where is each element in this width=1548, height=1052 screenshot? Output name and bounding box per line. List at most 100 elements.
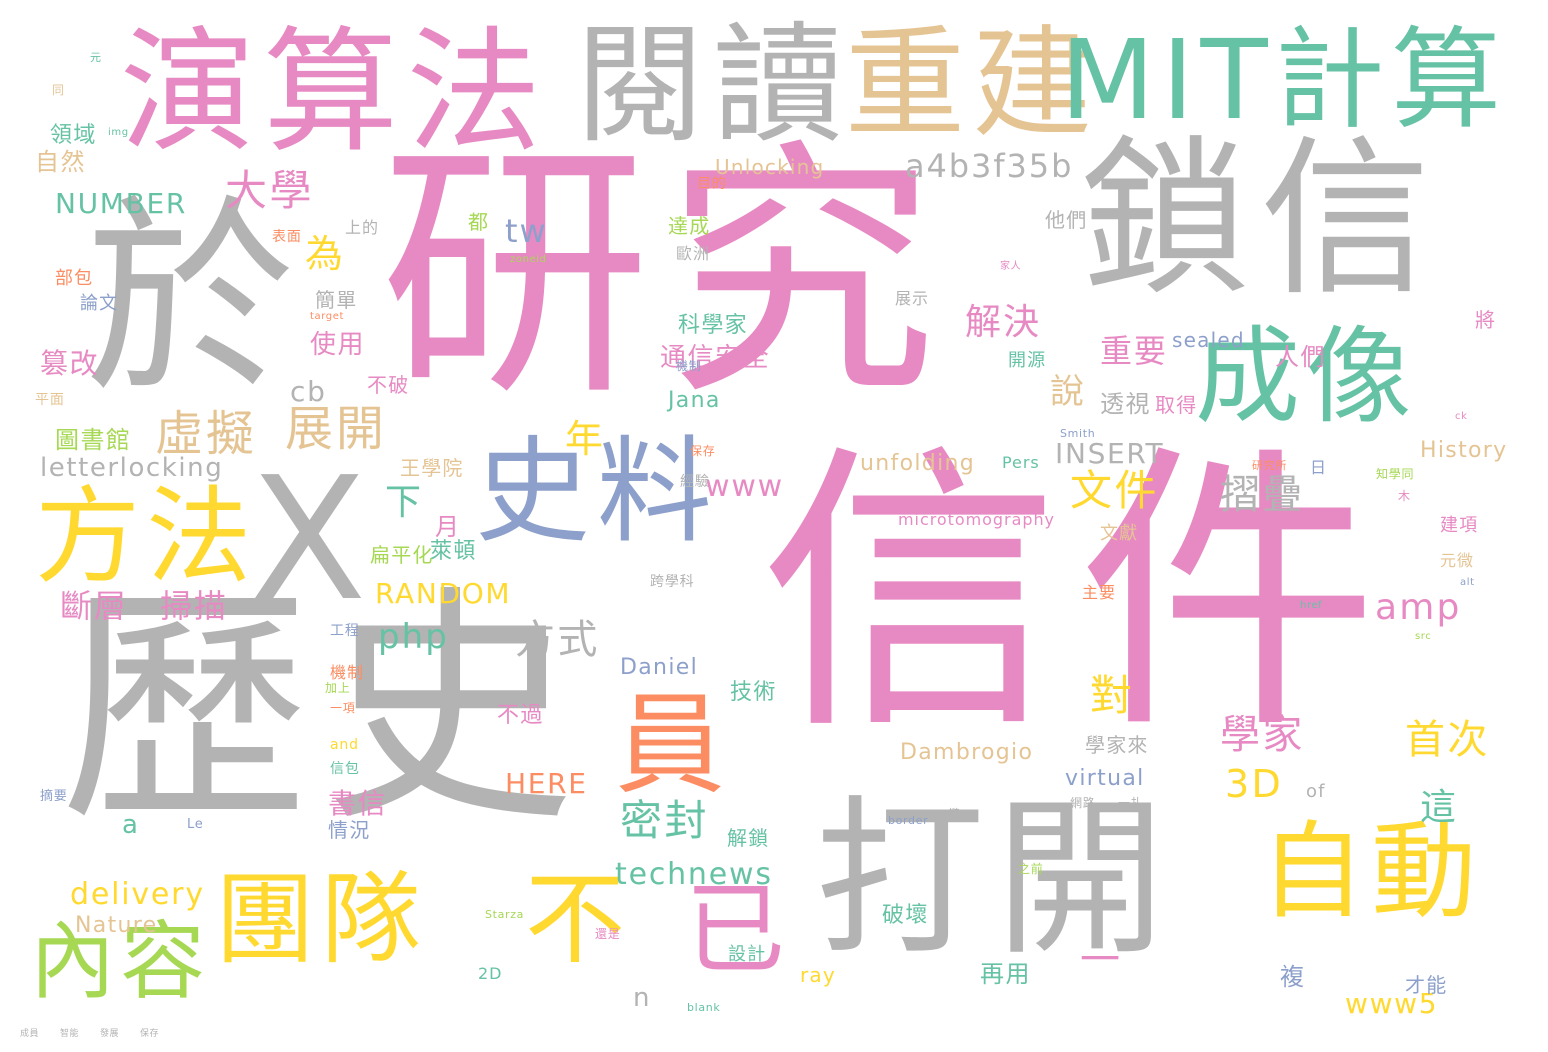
cloud-word-ray: ray (800, 963, 836, 987)
cloud-word-starza: Starza (485, 908, 525, 921)
cloud-word-smith: Smith (1060, 427, 1096, 440)
cloud-word-37: 解決 (965, 302, 1042, 343)
cloud-word-www5: www5 (1345, 987, 1439, 1020)
cloud-word-88: 複 (1280, 963, 1306, 991)
cloud-word-24: 展開 (285, 401, 387, 457)
cloud-word-tw: tw (505, 212, 548, 250)
cloud-word-132: 論文 (80, 293, 119, 314)
cloud-word-76: 科學家 (678, 313, 748, 338)
cloud-word-15: 自動 (1260, 811, 1483, 933)
cloud-word-114: 將 (1475, 308, 1497, 332)
cloud-word-116: 目的 (697, 176, 727, 192)
cloud-word-17: 不 (525, 861, 631, 978)
cloud-word-0: 信件 (760, 420, 1396, 769)
cloud-word-111: 開源 (1008, 350, 1047, 371)
cloud-word-42: 篡改 (40, 347, 100, 380)
cloud-word-140: 一項 (330, 701, 356, 715)
cloud-word-43: 圖書館 (55, 426, 132, 454)
cloud-word-147: 之前 (1018, 862, 1044, 876)
cloud-word-16: 團隊 (215, 861, 427, 978)
cloud-word-52: 對 (1090, 671, 1135, 720)
cloud-word-75: 扁平化 (370, 543, 434, 567)
cloud-word-78: 簡單 (315, 288, 358, 312)
cloud-word-80: 技術 (730, 680, 777, 705)
cloud-word-letterlocking: letterlocking (40, 453, 224, 483)
cloud-word-nature: Nature (75, 913, 158, 938)
cloud-word-89: 才能 (1405, 973, 1448, 997)
cloud-word-51: 學家 (1220, 712, 1305, 758)
cloud-word-139: 摘要 (40, 789, 68, 804)
cloud-word-119: 都 (468, 210, 490, 234)
cloud-word-151: 智能 (60, 1029, 80, 1039)
cloud-word-112: 他們 (1045, 208, 1088, 232)
cloud-word-21: 大學 (225, 166, 315, 215)
cloud-word-1: 研究 (380, 117, 953, 432)
cloud-word-142: 加上 (325, 681, 351, 695)
cloud-word-83: 情況 (328, 818, 371, 842)
cloud-word-n: n (633, 983, 652, 1013)
cloud-word-128: 經驗 (680, 474, 710, 490)
cloud-word-daniel: Daniel (620, 655, 699, 680)
cloud-word-3: 於 (85, 177, 308, 422)
cloud-word-sealed: sealed (1172, 328, 1245, 352)
cloud-word-150: 學家來 (1085, 733, 1149, 757)
cloud-word-ck: ck (1455, 411, 1468, 422)
cloud-word-www: www (705, 469, 785, 504)
cloud-word-here: HERE (505, 767, 588, 800)
cloud-word-71: 年 (565, 417, 606, 461)
cloud-word-history: History (1420, 438, 1508, 463)
cloud-word-3d: 3D (1225, 762, 1283, 806)
cloud-word-126: 機制 (330, 663, 364, 682)
cloud-word-dambrogio: Dambrogio (900, 740, 1034, 765)
cloud-word-9: 重建 (845, 15, 1100, 154)
cloud-word-77: 使用 (310, 330, 366, 360)
cloud-word-81: 不過 (497, 703, 544, 728)
cloud-word-146: 一扎 (1118, 796, 1144, 810)
cloud-word-18: 已 (685, 871, 791, 988)
cloud-word-of: of (1306, 781, 1326, 802)
cloud-word-47: 說 (1050, 372, 1087, 412)
cloud-word-20: 一 (1080, 937, 1123, 983)
cloud-word-118: 展示 (895, 289, 929, 308)
cloud-word-2d: 2D (478, 964, 503, 983)
cloud-word-153: 保存 (140, 1029, 160, 1039)
cloud-word-and: and (330, 737, 359, 753)
cloud-word-133: 上的 (345, 218, 379, 237)
cloud-word-13: 方法 (35, 476, 258, 598)
cloud-word-129: 保存 (690, 444, 716, 458)
cloud-word-131: 部包 (55, 268, 94, 289)
cloud-word-php: php (378, 617, 449, 657)
cloud-word-src: src (1415, 631, 1432, 642)
cloud-word-33: 方式 (515, 617, 600, 663)
cloud-word-55: 密封 (620, 796, 710, 845)
cloud-word-149: 知學同 (1376, 467, 1415, 481)
cloud-word-148: 研究所 (1252, 459, 1287, 472)
cloud-word-28: 摺疊 (1220, 472, 1305, 518)
cloud-word-144: 鍵 (948, 807, 961, 821)
cloud-word-14: 員 (615, 681, 732, 809)
cloud-word-8: 閱讀 (575, 9, 851, 161)
cloud-word-amp: amp (1375, 587, 1462, 628)
cloud-word-microtomography: microtomography (898, 510, 1055, 529)
cloud-word-pers: Pers (1002, 453, 1040, 472)
cloud-word-123: 文獻 (1100, 523, 1139, 544)
cloud-word-46: 重要 (1100, 332, 1168, 370)
cloud-word-zoneid: zoneid (510, 254, 547, 265)
cloud-word-79: 通信安全 (660, 343, 771, 373)
cloud-word-145: 網路 (1070, 796, 1096, 810)
cloud-word-random: RANDOM (375, 577, 512, 610)
cloud-word-7: 演算法 (120, 14, 550, 171)
cloud-word-85: 破壞 (882, 903, 929, 928)
cloud-word-jana: Jana (668, 388, 721, 413)
cloud-word-49: 取得 (1155, 393, 1198, 417)
cloud-word-target: target (310, 311, 345, 322)
cloud-word-unfolding: unfolding (860, 451, 976, 476)
cloud-word-delivery: delivery (70, 877, 205, 912)
cloud-word-cb: cb (290, 375, 327, 408)
cloud-word-11: 成像 (1195, 316, 1418, 438)
cloud-word-35: 為 (305, 232, 346, 276)
cloud-word-152: 發展 (100, 1029, 120, 1039)
cloud-word-38: 成員 (20, 1029, 40, 1039)
cloud-word-25: 斷層 (60, 587, 128, 625)
cloud-word-138: 還是 (595, 927, 621, 941)
